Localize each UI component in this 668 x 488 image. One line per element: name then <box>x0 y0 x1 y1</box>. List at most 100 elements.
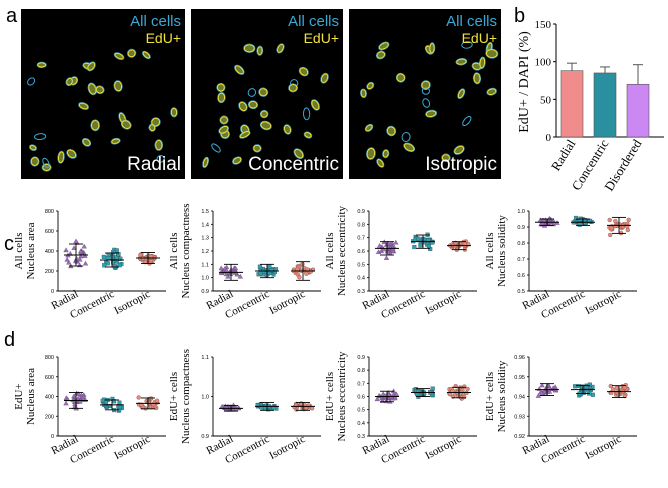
data-point-radial <box>387 398 393 404</box>
data-point-isotropic <box>136 395 141 400</box>
y-axis-label: Nucleus compactness <box>180 204 192 299</box>
data-point-concentric <box>269 268 274 273</box>
y-tick-label: 1.0 <box>201 276 209 282</box>
data-point-concentric <box>584 388 589 393</box>
edu-nucleus-outline <box>473 72 481 84</box>
data-point-concentric <box>267 264 272 269</box>
non-edu-nucleus-outline <box>27 77 36 86</box>
nucleus <box>216 82 226 93</box>
nucleus <box>302 107 311 121</box>
data-point-radial <box>77 256 83 262</box>
all-cells-outline <box>30 156 40 167</box>
edu-nucleus-outline <box>376 51 386 59</box>
edu-nucleus-outline <box>232 157 242 165</box>
all-cells-outline <box>81 137 92 147</box>
edu-nucleus-outline <box>239 131 250 139</box>
edu-nucleus-outline <box>149 124 156 132</box>
data-point-radial <box>67 251 73 256</box>
data-point-radial <box>393 391 399 397</box>
data-point-radial <box>218 265 224 271</box>
edu-nucleus-outline <box>57 151 65 164</box>
nucleus <box>478 56 486 70</box>
all-cells-outline <box>154 139 164 151</box>
data-point-radial <box>383 255 390 260</box>
edu-nucleus-outline <box>360 89 367 98</box>
x-tick-label: Isotropic <box>423 433 463 462</box>
y-tick-label: 0.9 <box>357 209 365 215</box>
all-cells-outline <box>78 102 90 110</box>
all-cells-outline <box>258 87 269 97</box>
y-tick-label: 0.5 <box>357 262 365 268</box>
non-edu-nucleus-outline <box>156 155 165 163</box>
y-tick-label: 1.0 <box>201 395 209 401</box>
edu-nucleus-outline <box>248 100 258 109</box>
row-label: EdU+ cells <box>324 372 336 421</box>
nucleus <box>156 155 165 163</box>
data-point-concentric <box>117 400 122 405</box>
data-point-radial <box>374 396 380 402</box>
data-point-radial <box>393 239 399 245</box>
non-edu-nucleus-outline <box>422 98 431 108</box>
nucleus <box>247 88 257 97</box>
nucleus <box>453 145 465 155</box>
edu-nucleus-outline <box>155 139 163 151</box>
nucleus <box>29 144 37 151</box>
y-axis-label: Nucleus eccentricity <box>336 205 348 296</box>
all-cells-outline <box>29 144 37 151</box>
y-tick-label: 1.5 <box>201 209 209 215</box>
data-point-radial <box>63 400 69 406</box>
nucleus <box>462 115 472 127</box>
nucleus <box>217 92 226 104</box>
y-axis-label: Nucleus solidity <box>496 215 508 287</box>
data-point-concentric <box>577 222 582 227</box>
y-tick-label: 0.7 <box>357 381 365 387</box>
edu-nucleus-outline <box>288 83 298 92</box>
all-cells-outline <box>232 156 242 165</box>
data-point-concentric <box>271 405 276 410</box>
all-cells-outline <box>378 41 390 51</box>
all-cells-outline <box>66 148 77 159</box>
edu-nucleus-outline <box>376 159 384 168</box>
edu-nucleus-outline <box>243 44 255 53</box>
y-tick-label: 0.4 <box>357 421 365 427</box>
all-cells-outline <box>320 72 329 84</box>
nucleus <box>238 101 248 112</box>
non-edu-nucleus-outline <box>462 115 472 127</box>
nucleus <box>66 148 77 159</box>
all-cells-outline <box>478 56 486 70</box>
y-tick-label: 0.3 <box>357 434 365 440</box>
all-cells-outline <box>256 45 264 56</box>
nucleus <box>86 61 96 72</box>
edu-nucleus-outline <box>283 124 292 135</box>
data-point-concentric <box>255 403 260 408</box>
nucleus <box>218 125 229 135</box>
all-cells-outline <box>41 163 52 172</box>
nucleus <box>422 98 431 108</box>
all-cells-outline <box>238 101 248 112</box>
nucleus <box>30 156 40 167</box>
nucleus <box>259 120 272 131</box>
y-tick-label: 0.93 <box>514 414 525 420</box>
nucleus <box>320 72 329 84</box>
y-tick-label: 200 <box>45 414 54 420</box>
data-point-isotropic <box>626 217 631 223</box>
y-tick-label: 0.96 <box>514 355 525 361</box>
edu-nucleus-outline <box>485 49 498 59</box>
nucleus <box>386 125 397 137</box>
y-tick-label: 600 <box>45 375 54 381</box>
edu-nucleus-outline <box>457 88 465 99</box>
legend-edu: EdU+ <box>304 30 339 46</box>
y-tick-label: 1.4 <box>201 222 209 228</box>
all-cells-outline <box>170 107 178 118</box>
nucleus <box>455 58 468 66</box>
data-point-radial <box>545 382 551 388</box>
data-point-isotropic <box>607 217 612 223</box>
y-tick-label: 100 <box>535 57 552 69</box>
all-cells-outline <box>366 81 375 90</box>
edu-nucleus-outline <box>216 83 225 92</box>
data-point-concentric <box>114 248 119 253</box>
non-edu-nucleus-outline <box>461 41 473 49</box>
